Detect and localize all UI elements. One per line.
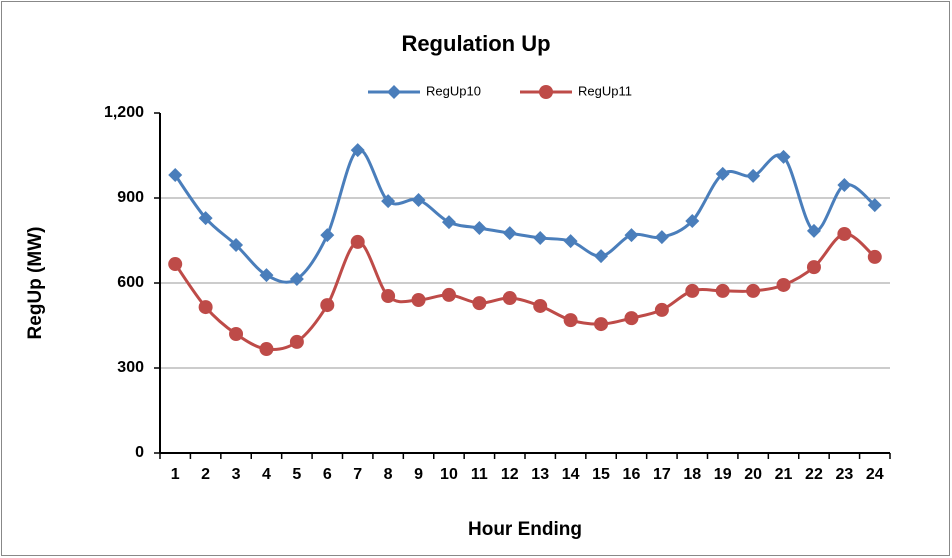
x-tick-label: 2 (201, 466, 210, 483)
data-point (472, 296, 487, 311)
data-point (441, 215, 456, 230)
legend-marker (387, 85, 401, 99)
data-point (715, 283, 730, 298)
data-point (806, 223, 821, 238)
data-point (563, 313, 578, 328)
x-tick-label: 13 (531, 466, 549, 483)
x-tick-label: 14 (562, 466, 580, 483)
data-point (381, 289, 396, 304)
data-point (168, 257, 183, 272)
data-point (867, 249, 882, 264)
x-tick-label: 9 (414, 466, 423, 483)
data-point (411, 192, 426, 207)
data-point (350, 143, 365, 158)
data-point (654, 302, 669, 317)
data-point (441, 287, 456, 302)
x-tick-label: 15 (592, 466, 610, 483)
data-point (533, 298, 548, 313)
data-point (837, 177, 852, 192)
x-tick-label: 5 (292, 466, 301, 483)
x-tick-label: 12 (501, 466, 519, 483)
data-point (776, 277, 791, 292)
data-point (867, 198, 882, 213)
data-point (654, 230, 669, 245)
x-tick-label: 4 (262, 466, 271, 483)
x-tick-label: 23 (835, 466, 853, 483)
data-point (259, 268, 274, 283)
data-point (624, 228, 639, 243)
data-point (746, 168, 761, 183)
x-tick-label: 17 (653, 466, 671, 483)
x-tick-label: 16 (623, 466, 641, 483)
data-point (411, 293, 426, 307)
data-point (198, 211, 213, 226)
x-tick-label: 1 (171, 466, 180, 483)
y-tick-label: 300 (117, 359, 144, 376)
legend-marker (539, 85, 553, 99)
data-point (198, 300, 213, 315)
x-axis-title: Hour Ending (468, 519, 582, 540)
data-point (715, 166, 730, 181)
x-tick-label: 22 (805, 466, 823, 483)
data-point (624, 311, 639, 326)
x-tick-label: 8 (384, 466, 393, 483)
data-point (259, 342, 274, 357)
data-point (685, 213, 700, 228)
data-point (320, 228, 335, 243)
x-tick-label: 3 (232, 466, 241, 483)
legend-label: RegUp10 (426, 83, 481, 98)
data-point (289, 334, 304, 349)
data-point (320, 298, 335, 313)
y-tick-label: 900 (117, 189, 144, 206)
x-tick-label: 7 (353, 466, 362, 483)
x-tick-label: 10 (440, 466, 458, 483)
x-tick-label: 24 (866, 466, 884, 483)
data-point (746, 283, 761, 298)
data-point (806, 260, 821, 275)
data-point (594, 317, 609, 332)
x-tick-label: 21 (775, 466, 793, 483)
legend-label: RegUp11 (578, 83, 632, 98)
y-tick-label: 0 (135, 444, 144, 461)
data-point (350, 234, 365, 249)
data-point (837, 226, 852, 241)
data-point (685, 283, 700, 298)
y-axis-title: RegUp (MW) (25, 227, 46, 340)
x-tick-label: 11 (471, 466, 488, 483)
data-point (776, 149, 791, 164)
data-point (229, 238, 244, 253)
x-tick-label: 19 (714, 466, 732, 483)
data-point (533, 230, 548, 245)
data-point (472, 221, 487, 236)
y-tick-label: 1,200 (104, 104, 144, 121)
data-point (168, 168, 183, 183)
data-point (594, 249, 609, 264)
data-point (563, 234, 578, 249)
data-point (229, 327, 244, 341)
data-point (381, 194, 396, 209)
data-point (289, 272, 304, 287)
data-point (502, 291, 517, 306)
y-tick-label: 600 (117, 274, 144, 291)
x-tick-label: 18 (683, 466, 701, 483)
data-point (502, 226, 517, 241)
x-tick-label: 20 (744, 466, 762, 483)
x-tick-label: 6 (323, 466, 332, 483)
chart-title: Regulation Up (401, 31, 550, 56)
